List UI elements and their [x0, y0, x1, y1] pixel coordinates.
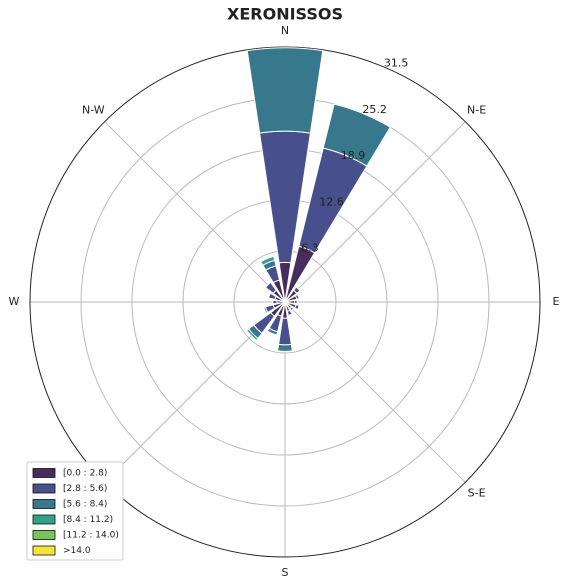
wind-bar	[260, 255, 276, 266]
legend: [0.0 : 2.8) [2.8 : 5.6) [5.6 : 8.4) [8.4 : …	[26, 461, 124, 561]
chart-title: XERONISSOS	[227, 5, 343, 24]
wind-bar	[246, 47, 324, 134]
legend-swatch	[32, 468, 56, 478]
wind-bar	[245, 328, 259, 342]
wind-bar	[277, 343, 293, 352]
angular-grid-line	[284, 121, 466, 303]
direction-label: N-E	[467, 103, 486, 116]
wind-bar	[267, 292, 277, 301]
legend-swatch	[32, 514, 56, 525]
wind-bar	[286, 309, 293, 316]
wind-bar	[294, 304, 300, 311]
radial-tick-label: 31.5	[384, 57, 409, 70]
legend-label: [0.0 : 2.8)	[63, 469, 107, 479]
direction-label: S	[282, 566, 289, 579]
direction-label: E	[553, 295, 560, 308]
wind-bar	[292, 286, 301, 295]
wind-bar	[263, 306, 269, 314]
wind-bar	[322, 103, 391, 167]
legend-label: >14.0	[63, 546, 91, 556]
legend-label: [2.8 : 5.6)	[63, 484, 107, 494]
wind-bar	[289, 306, 295, 312]
radial-tick-label: 6.3	[301, 242, 319, 255]
direction-label: N-W	[82, 103, 105, 116]
direction-label: W	[9, 295, 20, 308]
direction-label: S-E	[468, 487, 486, 500]
wind-bar	[266, 327, 279, 336]
legend-swatch	[32, 545, 56, 556]
angular-grid-line	[104, 121, 286, 303]
wind-bar	[294, 299, 298, 305]
angular-grid-line	[284, 301, 466, 483]
wind-bar	[264, 281, 278, 295]
radial-tick-label: 12.6	[319, 195, 344, 208]
direction-label: N	[281, 24, 289, 37]
outer-circle	[29, 46, 541, 558]
wind-bar	[294, 293, 300, 300]
legend-swatch	[32, 530, 56, 540]
radial-tick-label: 18.9	[341, 149, 366, 162]
legend-label: [11.2 : 14.0)	[63, 531, 119, 541]
legend-label: [5.6 : 8.4)	[63, 500, 107, 510]
wind-bar	[272, 299, 278, 305]
legend-swatch	[32, 483, 56, 494]
legend-label: [8.4 : 11.2)	[63, 515, 113, 525]
radial-tick-label: 25.2	[362, 103, 387, 116]
legend-swatch	[32, 499, 56, 509]
